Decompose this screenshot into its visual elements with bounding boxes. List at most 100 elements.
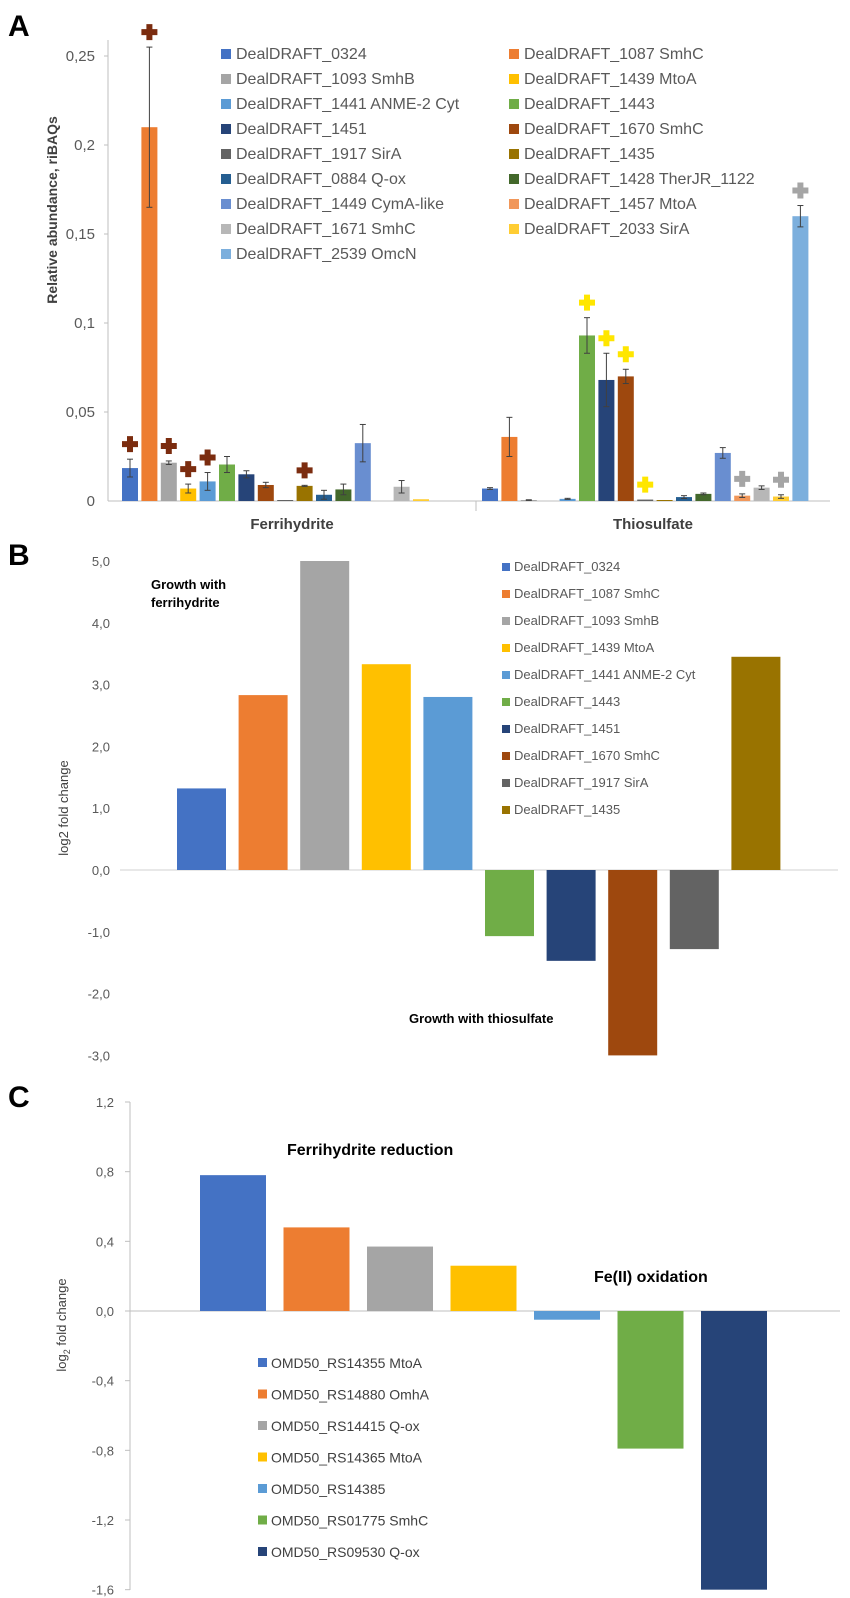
panel-a-legend-label-dealdraft-1093-smhb: DealDRAFT_1093 SmhB [236,71,415,88]
panel-a-legend-swatch-dealdraft-0884-q-ox [221,174,231,184]
panel-c-y-tick-label: -1,2 [92,1513,114,1528]
panel-b-legend-label-dealdraft-1917-sira: DealDRAFT_1917 SirA [514,775,649,790]
panel-b-y-tick-label: -2,0 [88,987,110,1002]
panel-a-legend-label-dealdraft-1457-mtoa: DealDRAFT_1457 MtoA [524,196,697,213]
panel-c-legend-swatch-omd50-rs14355-mtoa [258,1358,267,1367]
panel-b-legend-label-dealdraft-0324: DealDRAFT_0324 [514,559,620,574]
panel-a-legend-label-dealdraft-1441-anme-2-cyt: DealDRAFT_1441 ANME-2 Cyt [236,96,460,113]
panel-a-y-tick-label: 0,15 [66,226,95,243]
panel-b-bar-dealdraft-1917-sira [669,870,719,950]
panel-a-bar-thiosulfate-dealdraft-1443 [579,335,595,501]
panel-b-y-tick-label: 0,0 [92,863,110,878]
panel-a-y-tick-label: 0,1 [74,315,95,332]
panel-b-legend-swatch-dealdraft-1917-sira [502,779,510,787]
panel-c-bar-omd50-rs14365-mtoa [450,1265,517,1311]
panel-a-bar-thiosulfate-dealdraft-2539-omcn [792,216,809,501]
panel-a-legend-label-dealdraft-1670-smhc: DealDRAFT_1670 SmhC [524,121,704,138]
panel-b-legend-swatch-dealdraft-1670-smhc [502,752,510,760]
panel-c-bar-omd50-rs09530-q-ox [701,1311,767,1590]
panel-b-legend-swatch-dealdraft-1439-mtoa [502,644,510,652]
panel-a-bar-thiosulfate-dealdraft-1917-sira [637,499,654,501]
panel-a-bar-thiosulfate-dealdraft-1670-smhc [617,376,634,501]
panel-a-bar-ferrihydrite-dealdraft-1670-smhc [257,484,274,501]
panel-b-y-tick-label: 3,0 [92,678,110,693]
panel-a-legend-swatch-dealdraft-1451 [221,124,231,134]
panel-b-legend-label-dealdraft-1093-smhb: DealDRAFT_1093 SmhB [514,613,659,628]
panel-b-bar-dealdraft-1087-smhc [238,695,288,870]
panel-a-plus-marker [141,24,158,41]
panel-a-legend-label-dealdraft-1439-mtoa: DealDRAFT_1439 MtoA [524,71,697,88]
panel-b-bar-dealdraft-1441-anme-2-cyt [423,696,473,870]
panel-b-y-tick-label: 4,0 [92,616,110,631]
panel-a-bar-ferrihydrite-dealdraft-1093-smhb [160,462,177,501]
panel-label-c: C [8,1081,30,1114]
panel-c-legend-label-omd50-rs14355-mtoa: OMD50_RS14355 MtoA [271,1355,423,1371]
panel-a-plus-marker [199,449,216,466]
panel-a-bar-thiosulfate-dealdraft-1457-mtoa [734,495,751,501]
panel-a-bar-thiosulfate-dealdraft-1451 [598,379,615,501]
panel-b-legend-label-dealdraft-1435: DealDRAFT_1435 [514,802,620,817]
panel-a-y-axis-label: Relative abundance, riBAQs [44,116,60,304]
panel-a-bar-thiosulfate-dealdraft-1087-smhc [501,436,518,501]
panel-c-legend-swatch-omd50-rs14385 [258,1484,267,1493]
panel-a-legend-swatch-dealdraft-1093-smhb [221,74,231,84]
panel-a-legend-label-dealdraft-0324: DealDRAFT_0324 [236,46,367,63]
panel-a-legend-swatch-dealdraft-2539-omcn [221,249,231,259]
panel-c-legend-swatch-omd50-rs09530-q-ox [258,1547,267,1556]
panel-b-y-axis-label: log2 fold change [56,760,71,855]
panel-a-legend-swatch-dealdraft-1443 [509,99,519,109]
panel-a-bar-ferrihydrite-dealdraft-1087-smhc [141,127,158,501]
panel-c-y-tick-label: -0,8 [92,1443,114,1458]
panel-c-legend-swatch-omd50-rs14415-q-ox [258,1421,267,1430]
panel-c-chart: -1,6 -1,2 -0,8 -0,4 0,0 0,4 0,8 1,2 log2 fold c… [54,1095,840,1598]
panel-a-plus-marker [617,346,634,363]
panel-c-y-axis-label: log2 fold change [54,1278,72,1371]
panel-a-legend-label-dealdraft-1671-smhc: DealDRAFT_1671 SmhC [236,221,416,238]
panel-b-legend-label-dealdraft-1451: DealDRAFT_1451 [514,721,620,736]
panel-b-legend-swatch-dealdraft-1087-smhc [502,590,510,598]
panel-a-bar-thiosulfate-dealdraft-1441-anme-2-cyt [559,498,576,501]
panel-b-legend-label-dealdraft-1439-mtoa: DealDRAFT_1439 MtoA [514,640,654,655]
panel-b-bar-dealdraft-1451 [546,870,596,961]
panel-b-annotation-thiosulfate: Growth with thiosulfate [409,1011,553,1026]
panel-b-y-tick-label: 5,0 [92,554,110,569]
panel-b-y-tick-label: -1,0 [88,925,110,940]
panel-c-legend-swatch-omd50-rs14365-mtoa [258,1452,267,1462]
panel-c-legend-label-omd50-rs14415-q-ox: OMD50_RS14415 Q-ox [271,1418,420,1434]
panel-a-bar-thiosulfate-dealdraft-1435 [656,500,673,501]
panel-a-legend-swatch-dealdraft-1435 [509,149,519,159]
panel-b-legend-swatch-dealdraft-1093-smhb [502,617,510,625]
panel-a-legend-swatch-dealdraft-1441-anme-2-cyt [221,99,231,109]
panel-c-bar-omd50-rs14355-mtoa [200,1175,266,1311]
panel-b-legend-swatch-dealdraft-1435 [502,806,510,814]
panel-c-legend-label-omd50-rs09530-q-ox: OMD50_RS09530 Q-ox [271,1544,420,1560]
panel-a-plus-marker [579,294,595,311]
panel-c-legend-swatch-omd50-rs14880-omha [258,1389,267,1399]
panel-b-y-tick-label: 1,0 [92,801,110,816]
panel-a-group-label-thiosulfate: Thiosulfate [613,516,693,533]
panel-a-legend-swatch-dealdraft-1917-sira [221,149,231,159]
panel-b-legend-swatch-dealdraft-1451 [502,725,510,733]
panel-a-y-tick-label: 0,05 [66,404,95,421]
panel-c-y-tick-label: 0,8 [96,1165,114,1180]
panel-a-bar-ferrihydrite-dealdraft-1449-cyma-like [354,443,371,501]
panel-a-y-tick-label: 0,2 [74,137,95,154]
panel-a-bar-ferrihydrite-dealdraft-1435 [296,485,313,501]
panel-b-bar-dealdraft-1435 [731,656,781,870]
panel-a-bar-ferrihydrite-dealdraft-1439-mtoa [180,488,197,501]
panel-b-annotation-ferrihydrite-line2: ferrihydrite [151,595,220,610]
panel-b-legend-swatch-dealdraft-1443 [502,698,510,706]
panel-b-y-tick-label: -3,0 [88,1048,110,1063]
panel-a-plus-marker [773,471,789,488]
panel-b-legend-swatch-dealdraft-0324 [502,563,510,571]
panel-c-y-tick-label: -0,4 [92,1374,114,1389]
panel-b-legend-label-dealdraft-1670-smhc: DealDRAFT_1670 SmhC [514,748,660,763]
panel-a-plus-marker [160,437,177,454]
panel-a-legend-label-dealdraft-2539-omcn: DealDRAFT_2539 OmcN [236,246,417,263]
panel-a-plus-marker [792,182,809,199]
panel-a-legend-label-dealdraft-1917-sira: DealDRAFT_1917 SirA [236,146,402,163]
panel-a-plus-marker [180,461,197,478]
panel-a-bar-ferrihydrite-dealdraft-1671-smhc [393,486,410,501]
panel-b-chart: -3,0 -2,0 -1,0 0,0 1,0 2,0 3,0 4,0 5,0 log2 fold… [56,554,838,1063]
panel-a-legend-swatch-dealdraft-1671-smhc [221,224,231,234]
